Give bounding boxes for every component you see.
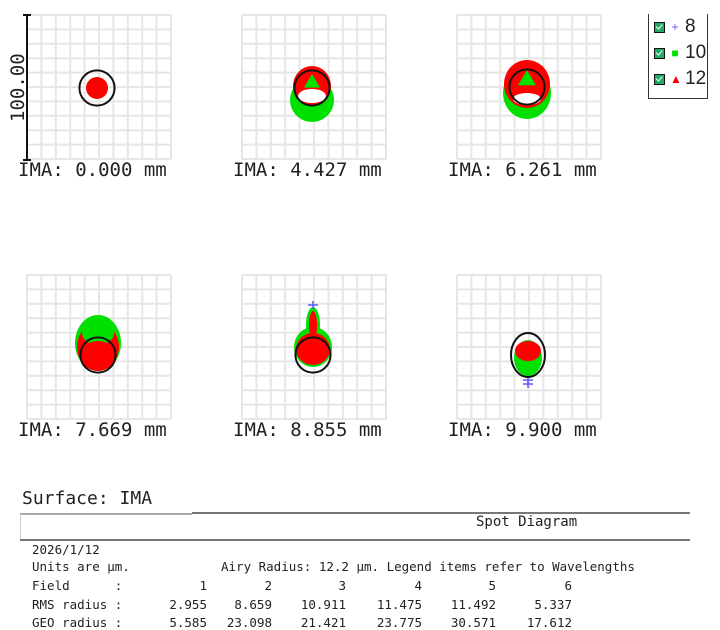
legend-item[interactable]: ▲ 12 — [649, 66, 707, 92]
field-label: IMA: 8.855 mm — [233, 419, 382, 441]
table-cell: 23.098 — [226, 615, 272, 630]
field-label: IMA: 9.900 mm — [448, 419, 597, 441]
airy-circle — [78, 69, 116, 107]
airy-text: Airy Radius: 12.2 µm. Legend items refer… — [221, 559, 635, 574]
row-label: RMS radius : — [32, 596, 123, 612]
spot-points — [298, 89, 326, 103]
spot-points — [309, 311, 317, 339]
divider — [20, 513, 192, 515]
chart-title: Spot Diagram — [476, 514, 578, 530]
field-label: IMA: 0.000 mm — [18, 159, 167, 181]
scale-bar-label: 100.00 — [7, 53, 29, 122]
table-cell: 21.421 — [300, 615, 346, 630]
date-text: 2026/1/12 — [32, 542, 100, 557]
spot-points — [86, 77, 108, 99]
wavelength-legend: + 8 ■ 10 ▲ 12 — [648, 14, 708, 99]
checkbox-icon[interactable] — [654, 73, 665, 85]
row-label: Field : — [32, 578, 123, 593]
spot-points — [513, 93, 541, 105]
airy-circle — [79, 336, 117, 374]
field-label: IMA: 4.427 mm — [233, 159, 382, 181]
legend-item[interactable]: + 8 — [649, 14, 707, 40]
checkbox-icon[interactable] — [654, 47, 665, 59]
row-label: GEO radius : — [32, 615, 123, 630]
divider — [20, 514, 21, 540]
airy-circle — [294, 336, 332, 374]
legend-label: 8 — [685, 16, 696, 37]
table-cell: 5.337 — [534, 596, 572, 612]
field-label: IMA: 7.669 mm — [18, 419, 167, 441]
spot-points — [308, 301, 318, 309]
divider — [192, 512, 690, 514]
table-cell: 17.612 — [526, 615, 572, 630]
checkbox-icon[interactable] — [654, 21, 665, 33]
table-cell: 10.911 — [300, 596, 346, 612]
table-cell: 3 — [338, 578, 346, 593]
spot-points — [523, 380, 533, 388]
table-cell: 23.775 — [376, 615, 422, 630]
legend-item[interactable]: ■ 10 — [649, 40, 707, 66]
units-text: Units are µm. — [32, 559, 130, 574]
spot-points — [518, 70, 536, 86]
table-cell: 1 — [199, 578, 207, 593]
plus-marker-icon: + — [671, 20, 679, 34]
field-label: IMA: 6.261 mm — [448, 159, 597, 181]
table-cell: 6 — [564, 578, 572, 593]
airy-circle — [508, 68, 546, 106]
table-cell: 4 — [414, 578, 422, 593]
table-cell: 5 — [488, 578, 496, 593]
table-cell: 5.585 — [169, 615, 207, 630]
table-cell: 11.492 — [450, 596, 496, 612]
spot-diagram-plot: IMA: 0.000 mm IMA: 4.427 mm IMA: 6.261 mm I… — [7, 14, 602, 441]
spot-points — [304, 74, 320, 88]
legend-label: 10 — [685, 42, 707, 63]
square-marker-icon: ■ — [671, 46, 679, 60]
triangle-marker-icon: ▲ — [670, 72, 682, 86]
table-cell: 2.955 — [169, 596, 207, 612]
spot-points — [515, 341, 541, 361]
spot-points — [296, 333, 330, 365]
divider — [20, 539, 690, 541]
spot-points — [83, 341, 113, 361]
surface-label: Surface: IMA — [22, 488, 153, 509]
airy-circle — [293, 69, 331, 107]
table-cell: 30.571 — [450, 615, 496, 630]
airy-circle — [510, 332, 546, 378]
legend-label: 12 — [685, 68, 707, 89]
table-cell: 8.659 — [234, 596, 272, 612]
table-cell: 11.475 — [376, 596, 422, 612]
table-cell: 2 — [264, 578, 272, 593]
